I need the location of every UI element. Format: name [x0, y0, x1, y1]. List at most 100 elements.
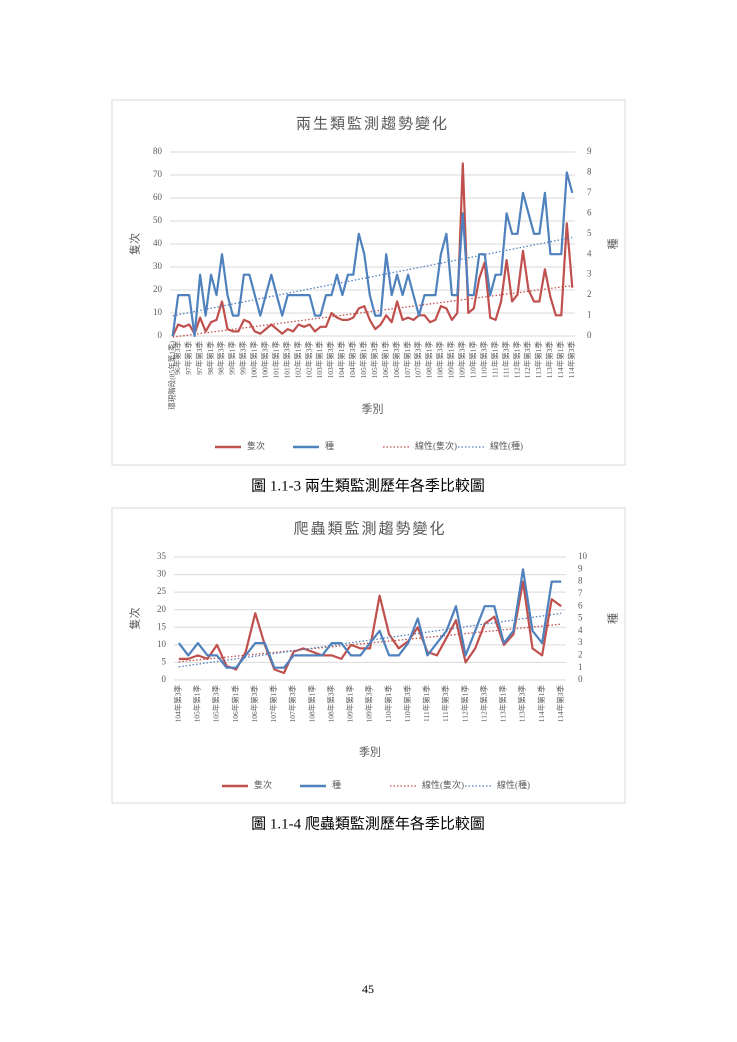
x-tick-label: 108年第3季 — [435, 341, 445, 379]
y2-tick-label: 4 — [578, 625, 583, 635]
y2-tick-label: 2 — [587, 289, 592, 299]
x-tick-label: 環現階段(85年第1季) — [166, 341, 176, 410]
y-tick-label: 20 — [157, 604, 167, 614]
x-tick-label: 96年第3季 — [172, 341, 182, 375]
x-tick-label: 110年第1季 — [467, 341, 477, 379]
x-tick-label: 100年第3季 — [259, 341, 269, 379]
y2-tick-label: 1 — [587, 310, 592, 320]
y2-tick-label: 2 — [578, 649, 583, 659]
y2-tick-label: 8 — [578, 576, 583, 586]
y-axis-title: 隻次 — [128, 233, 142, 255]
y2-axis-title: 種 — [606, 613, 620, 624]
y-tick-label: 80 — [153, 146, 163, 156]
x-tick-label: 111年第1季 — [489, 341, 499, 378]
x-tick-label: 114年第3季 — [566, 341, 576, 379]
y-tick-label: 70 — [153, 169, 163, 179]
x-tick-label: 112年第1季 — [459, 685, 469, 723]
x-tick-label: 112年第1季 — [511, 341, 521, 379]
y2-tick-label: 0 — [578, 674, 583, 684]
x-axis-title: 季別 — [362, 403, 384, 416]
y-tick-label: 50 — [153, 215, 163, 225]
y-tick-label: 25 — [157, 586, 167, 596]
chart-title: 爬蟲類監測趨勢變化 — [293, 520, 446, 537]
x-tick-label: 113年第1季 — [498, 685, 508, 723]
x-tick-label: 106年第1季 — [380, 341, 390, 379]
x-tick-label: 102年第3季 — [303, 341, 313, 379]
legend-label: 線性(種) — [490, 440, 523, 451]
legend-label: 種 — [332, 780, 341, 790]
y-tick-label: 20 — [153, 284, 163, 294]
x-tick-label: 105年第1季 — [358, 341, 368, 379]
x-tick-label: 109年第3季 — [364, 685, 374, 723]
x-tick-label: 109年第1季 — [345, 685, 355, 723]
x-tick-label: 111年第3季 — [500, 341, 510, 378]
x-tick-label: 111年第1季 — [421, 685, 431, 722]
x-tick-label: 106年第3季 — [249, 685, 259, 723]
x-tick-label: 109年第1季 — [446, 341, 456, 379]
y2-tick-label: 9 — [578, 563, 583, 573]
x-tick-label: 113年第1季 — [533, 341, 543, 379]
x-tick-label: 112年第3季 — [522, 341, 532, 379]
trendline — [178, 612, 562, 668]
x-tick-label: 103年第3季 — [325, 341, 335, 379]
legend-label: 種 — [325, 441, 334, 451]
y2-tick-label: 3 — [587, 269, 592, 279]
legend-label: 隻次 — [254, 779, 272, 790]
x-tick-label: 110年第3季 — [402, 685, 412, 723]
y2-tick-label: 6 — [587, 207, 592, 217]
y2-tick-label: 0 — [587, 330, 592, 340]
x-tick-label: 114年第1季 — [555, 341, 565, 379]
y2-tick-label: 5 — [578, 613, 583, 623]
x-tick-label: 101年第3季 — [281, 341, 291, 379]
y2-tick-label: 7 — [578, 588, 583, 598]
x-tick-label: 114年第3季 — [555, 685, 565, 723]
x-tick-label: 107年第1季 — [268, 685, 278, 723]
x-tick-label: 104年第3季 — [347, 341, 357, 379]
y-tick-label: 30 — [157, 569, 167, 579]
x-tick-label: 107年第3季 — [287, 685, 297, 723]
y-tick-label: 40 — [153, 238, 163, 248]
caption: 圖 1.1-3 兩生類監測歷年各季比較圖 — [251, 476, 485, 494]
x-tick-label: 113年第3季 — [517, 685, 527, 723]
x-tick-label: 107年第3季 — [413, 341, 423, 379]
x-tick-label: 110年第1季 — [383, 685, 393, 723]
x-tick-label: 108年第1季 — [306, 685, 316, 723]
x-tick-label: 109年第3季 — [457, 341, 467, 379]
x-tick-label: 98年第1季 — [205, 341, 215, 375]
x-tick-label: 105年第3季 — [369, 341, 379, 379]
y2-tick-label: 7 — [587, 187, 592, 197]
y-tick-label: 10 — [153, 307, 163, 317]
x-tick-label: 107年第1季 — [402, 341, 412, 379]
y2-tick-label: 8 — [587, 167, 592, 177]
y-tick-label: 60 — [153, 192, 163, 202]
x-tick-label: 97年第3季 — [194, 341, 204, 375]
trendline — [178, 623, 562, 663]
legend-label: 線性(隻次) — [415, 440, 457, 451]
x-tick-label: 112年第3季 — [478, 685, 488, 723]
legend-label: 線性(種) — [497, 779, 530, 790]
y2-tick-label: 5 — [587, 228, 592, 238]
y-tick-label: 30 — [153, 261, 163, 271]
chart-title: 兩生類監測趨勢變化 — [296, 115, 449, 132]
x-tick-label: 98年第3季 — [216, 341, 226, 375]
x-tick-label: 111年第3季 — [440, 685, 450, 722]
x-tick-label: 113年第3季 — [544, 341, 554, 379]
series-line — [177, 568, 562, 669]
x-tick-label: 101年第1季 — [270, 341, 280, 379]
y-tick-label: 0 — [162, 674, 167, 684]
y2-tick-label: 10 — [578, 551, 588, 561]
caption: 圖 1.1-4 爬蟲類監測歷年各季比較圖 — [251, 814, 485, 832]
y2-tick-label: 6 — [578, 600, 583, 610]
y-tick-label: 15 — [157, 621, 167, 631]
x-axis-title: 季別 — [359, 746, 381, 759]
x-tick-label: 100年第1季 — [249, 341, 259, 379]
page-number: 45 — [362, 982, 374, 996]
x-tick-label: 99年第3季 — [238, 341, 248, 375]
y2-tick-label: 1 — [578, 662, 583, 672]
x-tick-label: 106年第1季 — [230, 685, 240, 723]
y2-tick-label: 4 — [587, 248, 592, 258]
x-tick-label: 108年第3季 — [325, 685, 335, 723]
trendline — [172, 284, 573, 338]
y2-tick-label: 9 — [587, 146, 592, 156]
x-tick-label: 114年第1季 — [536, 685, 546, 723]
